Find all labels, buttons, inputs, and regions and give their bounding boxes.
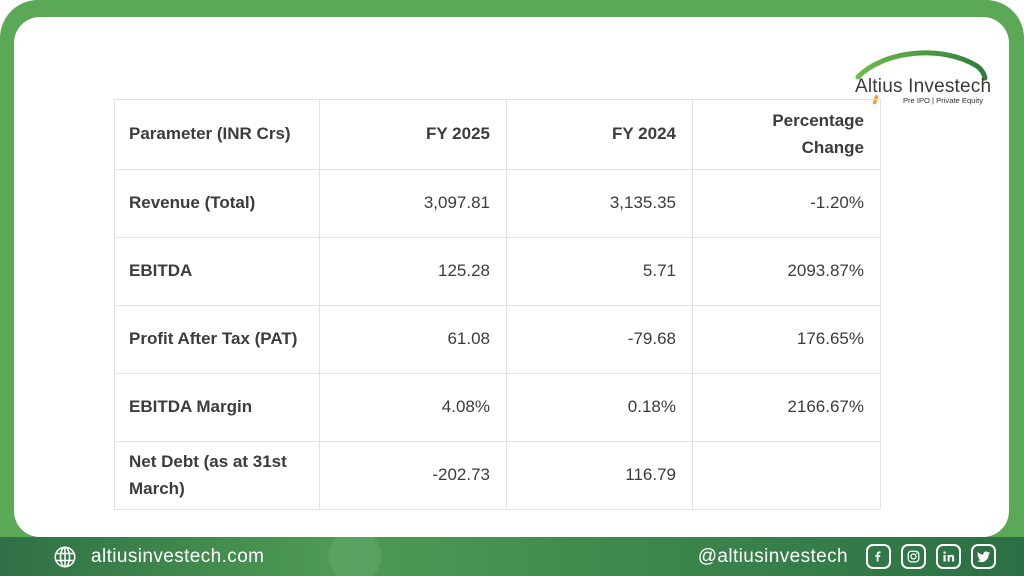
footer-website-link[interactable]: altiusinvestech.com bbox=[91, 545, 265, 567]
row-label: EBITDA Margin bbox=[114, 373, 320, 442]
cell-value: 4.08% bbox=[319, 373, 507, 442]
row-label: EBITDA bbox=[114, 237, 320, 306]
table-row-pat: Profit After Tax (PAT) 61.08 -79.68 176.… bbox=[114, 305, 881, 374]
logo-tagline: Pre IPO | Private Equity bbox=[903, 96, 983, 105]
footer-social-handle: @altiusinvestech bbox=[697, 545, 848, 567]
cell-value: 3,135.35 bbox=[506, 169, 693, 238]
cell-value: 176.65% bbox=[692, 305, 881, 374]
table-header-row: Parameter (INR Crs) FY 2025 FY 2024 Perc… bbox=[114, 99, 881, 170]
table-row-ebitda-margin: EBITDA Margin 4.08% 0.18% 2166.67% bbox=[114, 373, 881, 442]
cell-value: 2093.87% bbox=[692, 237, 881, 306]
facebook-icon[interactable] bbox=[866, 544, 891, 569]
cell-value: -79.68 bbox=[506, 305, 693, 374]
col-header-parameter: Parameter (INR Crs) bbox=[114, 99, 320, 170]
altius-investech-logo: Altius Investech Pre IPO | Private Equit… bbox=[855, 50, 991, 105]
row-label: Revenue (Total) bbox=[114, 169, 320, 238]
cell-value: -202.73 bbox=[319, 441, 507, 510]
cell-value: 116.79 bbox=[506, 441, 693, 510]
content-card: Altius Investech Pre IPO | Private Equit… bbox=[14, 17, 1009, 537]
row-label: Profit After Tax (PAT) bbox=[114, 305, 320, 374]
cell-value: 0.18% bbox=[506, 373, 693, 442]
financials-table: Parameter (INR Crs) FY 2025 FY 2024 Perc… bbox=[114, 99, 881, 510]
cell-value: -1.20% bbox=[692, 169, 881, 238]
instagram-icon[interactable] bbox=[901, 544, 926, 569]
cell-value: 2166.67% bbox=[692, 373, 881, 442]
table-row-net-debt: Net Debt (as at 31st March) -202.73 116.… bbox=[114, 441, 881, 510]
cell-value: 5.71 bbox=[506, 237, 693, 306]
logo-swoosh-icon bbox=[855, 50, 988, 81]
cell-value: 3,097.81 bbox=[319, 169, 507, 238]
linkedin-icon[interactable] bbox=[936, 544, 961, 569]
col-header-fy2024: FY 2024 bbox=[506, 99, 693, 170]
row-label: Net Debt (as at 31st March) bbox=[114, 441, 320, 510]
footer-bar: altiusinvestech.com @altiusinvestech bbox=[0, 537, 1024, 576]
cell-value: 125.28 bbox=[319, 237, 507, 306]
col-header-fy2025: FY 2025 bbox=[319, 99, 507, 170]
col-header-pct-change: Percentage Change bbox=[692, 99, 881, 170]
footer-social-group: @altiusinvestech bbox=[698, 544, 996, 569]
twitter-icon[interactable] bbox=[971, 544, 996, 569]
cell-value bbox=[692, 441, 881, 510]
table-row-ebitda: EBITDA 125.28 5.71 2093.87% bbox=[114, 237, 881, 306]
globe-icon bbox=[54, 545, 76, 568]
logo-wordmark: Altius Investech bbox=[855, 76, 991, 97]
table-row-revenue: Revenue (Total) 3,097.81 3,135.35 -1.20% bbox=[114, 169, 881, 238]
cell-value: 61.08 bbox=[319, 305, 507, 374]
footer-website-group[interactable]: altiusinvestech.com bbox=[52, 544, 264, 570]
